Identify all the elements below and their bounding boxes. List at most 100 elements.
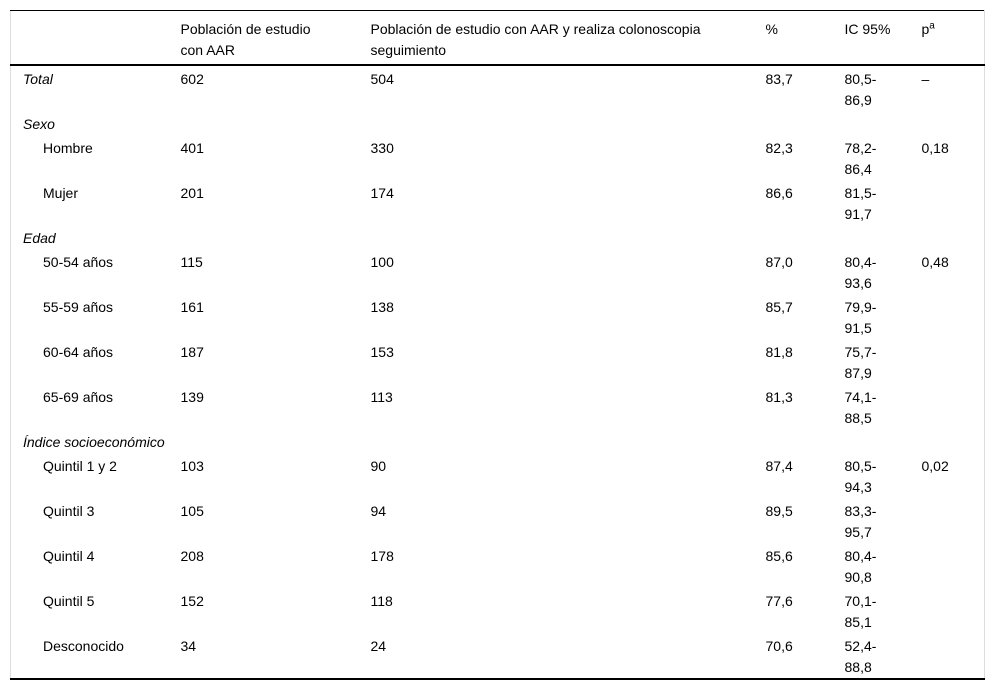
ic95-low: 80,5- [844, 71, 877, 87]
cell-ic95: 75,7- 87,9 [845, 339, 922, 384]
table-row: 60-64 años 187 153 81,8 75,7- 87,9 [11, 339, 985, 384]
ic95-high: 93,6 [844, 275, 872, 291]
cell-ic95: 70,1- 85,1 [845, 588, 922, 633]
ic95-high: 91,5 [844, 320, 872, 336]
cell-pop-colono: 100 [370, 254, 394, 270]
section-label: Sexo [23, 116, 55, 132]
ic95-high: 86,4 [844, 161, 872, 177]
cell-p-value [922, 384, 985, 429]
cell-pop-aar: 34 [180, 638, 197, 654]
section-label: Edad [23, 230, 56, 246]
cell-pop-colono: 94 [370, 503, 387, 519]
cell-p-value: – [921, 71, 930, 87]
cell-pop-aar: 103 [180, 458, 204, 474]
ic95-high: 91,7 [844, 206, 872, 222]
row-label: Quintil 1 y 2 [43, 458, 117, 474]
cell-ic95: 79,9- 91,5 [845, 294, 922, 339]
section-row: Edad [11, 225, 985, 249]
cell-p-value [922, 588, 985, 633]
cell-pct: 81,8 [765, 344, 793, 360]
cell-row-label: Mujer [11, 180, 181, 225]
row-label: Hombre [43, 140, 93, 156]
cell-row-label: Quintil 4 [11, 543, 181, 588]
cell-pct: 89,5 [765, 503, 793, 519]
ic95-high: 85,1 [844, 614, 872, 630]
cell-ic95: 52,4- 88,8 [845, 633, 922, 679]
row-label: Mujer [43, 185, 79, 201]
row-label: 55-59 años [43, 299, 114, 315]
cell-ic95: 80,5- 86,9 [845, 65, 922, 111]
cell-ic95: 83,3- 95,7 [845, 498, 922, 543]
cell-pct: 70,6 [765, 638, 793, 654]
ic95-low: 81,5- [844, 185, 877, 201]
row-label: 65-69 años [43, 389, 114, 405]
ic95-high: 95,7 [844, 524, 872, 540]
cell-pop-colono: 24 [370, 638, 387, 654]
ic95-low: 70,1- [844, 593, 877, 609]
section-label-cell: Sexo [11, 111, 985, 135]
cell-row-label: Quintil 3 [11, 498, 181, 543]
cell-ic95: 74,1- 88,5 [845, 384, 922, 429]
cell-p-value: 0,18 [921, 140, 949, 156]
column-header-ic95: IC 95% [844, 10, 922, 66]
cell-ic95: 80,4- 90,8 [845, 543, 922, 588]
table-row: Quintil 1 y 2 103 90 87,4 80,5- 94,3 0,02 [11, 453, 985, 498]
ic95-low: 52,4- [844, 638, 877, 654]
cell-pop-aar: 152 [180, 593, 204, 609]
cell-pop-aar: 208 [180, 548, 204, 564]
table-row: Mujer 201 174 86,6 81,5- 91,7 [11, 180, 985, 225]
table-row: 65-69 años 139 113 81,3 74,1- 88,5 [11, 384, 985, 429]
cell-ic95: 80,5- 94,3 [845, 453, 922, 498]
cell-p-value: 0,48 [921, 254, 949, 270]
ic95-low: 74,1- [844, 389, 877, 405]
cell-p-value [922, 633, 985, 679]
section-label-cell: Edad [11, 225, 985, 249]
cell-pct: 87,0 [765, 254, 793, 270]
ic95-low: 80,5- [844, 458, 877, 474]
table-row: 55-59 años 161 138 85,7 79,9- 91,5 [11, 294, 985, 339]
cell-pop-aar: 139 [180, 389, 204, 405]
cell-pop-colono: 153 [370, 344, 394, 360]
row-label: Quintil 4 [43, 548, 95, 564]
table-row: Quintil 5 152 118 77,6 70,1- 85,1 [11, 588, 985, 633]
ic95-high: 87,9 [844, 365, 872, 381]
cell-pop-colono: 118 [370, 593, 393, 609]
section-row: Sexo [11, 111, 985, 135]
cell-row-label: Quintil 5 [11, 588, 181, 633]
row-label: 50-54 años [43, 254, 114, 270]
cell-pop-colono: 113 [370, 389, 393, 405]
row-label: Total [23, 71, 53, 87]
cell-row-label: 55-59 años [11, 294, 181, 339]
section-label: Índice socioeconómico [23, 434, 165, 450]
ic95-low: 78,2- [844, 140, 877, 156]
table-row: Hombre 401 330 82,3 78,2- 86,4 0,18 [11, 135, 985, 180]
cell-pct: 85,6 [765, 548, 793, 564]
cell-row-label: Desconocido [11, 633, 181, 679]
ic95-low: 75,7- [844, 344, 877, 360]
cell-pop-aar: 187 [180, 344, 204, 360]
column-header-label [10, 10, 181, 66]
row-label: 60-64 años [43, 344, 114, 360]
cell-row-label: Hombre [11, 135, 181, 180]
cell-row-label: 65-69 años [11, 384, 181, 429]
cell-pop-aar: 105 [180, 503, 204, 519]
ic95-low: 79,9- [844, 299, 877, 315]
cell-pct: 86,6 [765, 185, 793, 201]
cell-row-label: 50-54 años [11, 249, 181, 294]
cell-pop-aar: 201 [180, 185, 204, 201]
cell-p-value [922, 180, 985, 225]
cell-pct: 85,7 [765, 299, 793, 315]
cell-pop-aar: 161 [180, 299, 204, 315]
cell-row-label: 60-64 años [11, 339, 181, 384]
cell-ic95: 81,5- 91,7 [845, 180, 922, 225]
ic95-high: 94,3 [844, 479, 872, 495]
column-header-p: pa [921, 10, 985, 66]
cell-p-value [922, 543, 985, 588]
ic95-low: 83,3- [844, 503, 877, 519]
table-row: Quintil 4 208 178 85,6 80,4- 90,8 [11, 543, 985, 588]
cell-pop-aar: 401 [180, 140, 204, 156]
column-header-pop-colono-text: Población de estudio con AAR y realiza c… [370, 21, 701, 58]
cell-p-value [922, 294, 985, 339]
cell-p-value [922, 498, 985, 543]
